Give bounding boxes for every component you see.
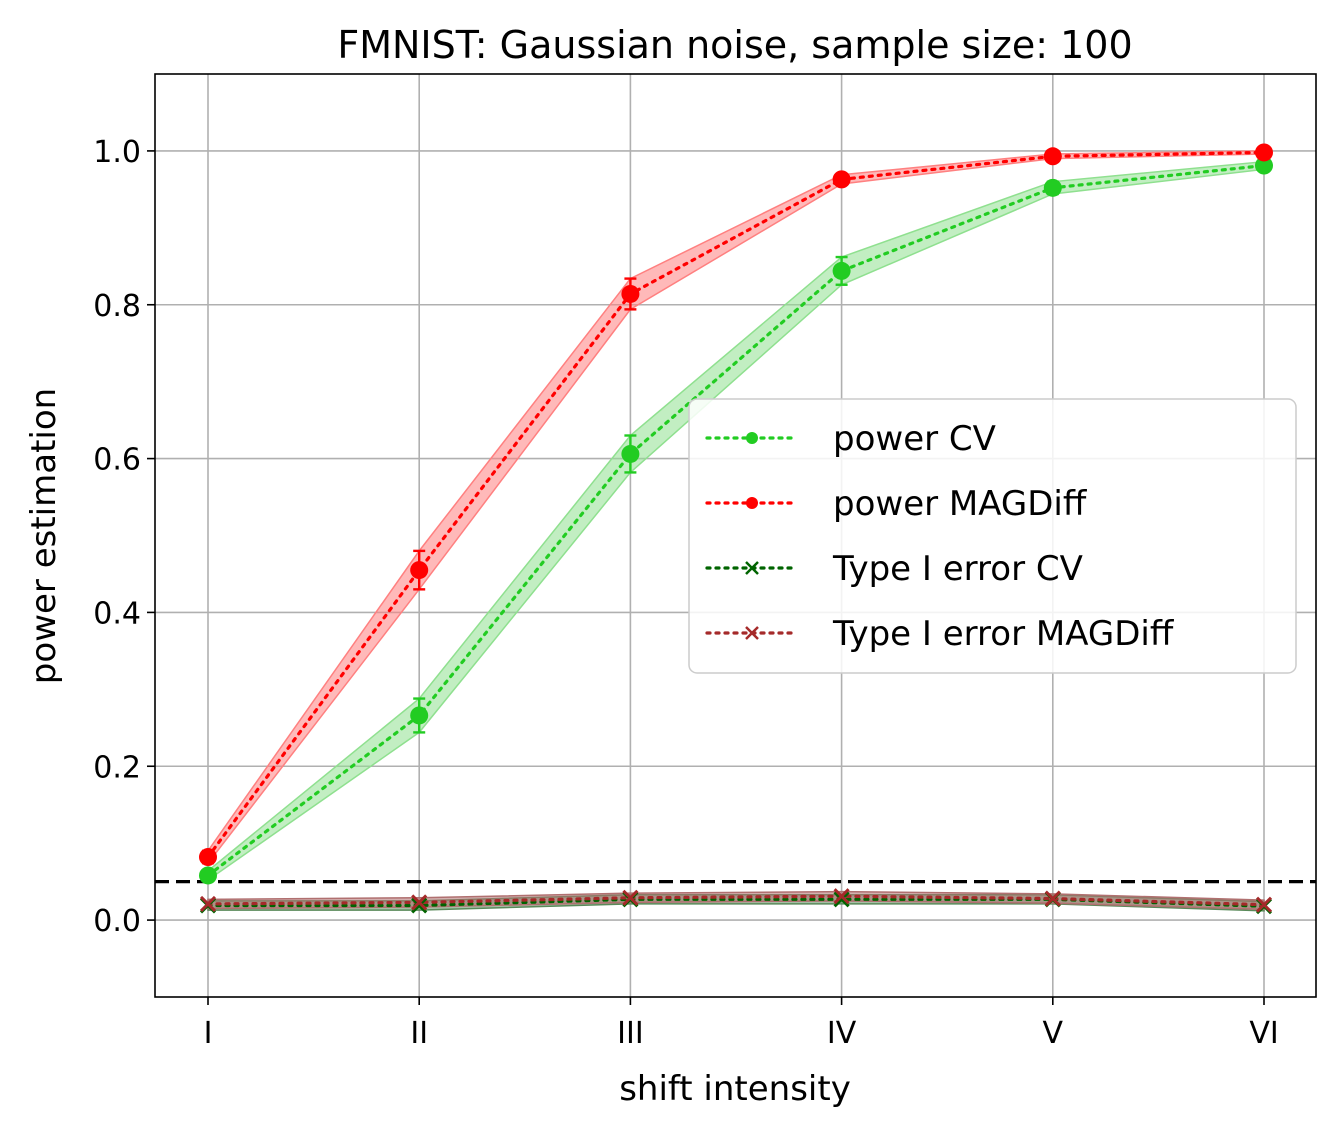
data-point bbox=[833, 888, 850, 905]
legend-swatch-marker bbox=[745, 561, 759, 575]
data-point bbox=[411, 894, 428, 911]
data-point bbox=[1043, 147, 1062, 166]
data-point bbox=[1044, 890, 1061, 907]
data-point bbox=[1043, 178, 1062, 197]
data-point-x-stroke bbox=[1255, 896, 1273, 913]
data-point bbox=[411, 897, 428, 914]
legend-item: power MAGDiff bbox=[705, 484, 1088, 524]
legend: power CV power MAGDiff Type I error CV Type… bbox=[688, 398, 1297, 674]
data-point-x-stroke bbox=[833, 891, 850, 908]
data-point bbox=[833, 891, 850, 908]
series-band bbox=[207, 890, 1265, 911]
series-line bbox=[206, 150, 1266, 859]
y-tick-label: 0.2 bbox=[93, 750, 141, 785]
legend-label: Type I error CV bbox=[832, 549, 1083, 589]
data-point bbox=[621, 444, 640, 463]
legend-box bbox=[688, 398, 1297, 674]
y-tick-label: 0.8 bbox=[93, 289, 141, 324]
legend-label: Type I error MAGDiff bbox=[832, 614, 1175, 654]
x-tick-label: II bbox=[410, 1016, 428, 1051]
legend-item: Type I error MAGDiff bbox=[705, 614, 1175, 654]
legend-item: Type I error CV bbox=[705, 549, 1083, 589]
data-point bbox=[1255, 143, 1273, 162]
y-tick-label: 0.4 bbox=[93, 596, 141, 631]
data-point-x-stroke bbox=[622, 889, 639, 906]
x-tick-label: V bbox=[1043, 1016, 1064, 1051]
x-ticks: I II III IV V VI bbox=[204, 997, 1279, 1051]
legend-label: power CV bbox=[833, 419, 996, 459]
data-point bbox=[199, 848, 217, 867]
y-tick-label: 1.0 bbox=[93, 135, 141, 170]
series-lines bbox=[206, 150, 1266, 908]
y-ticks: 0.0 0.2 0.4 0.6 0.8 1.0 bbox=[93, 135, 155, 939]
data-point-x-stroke bbox=[411, 897, 428, 914]
y-tick-label: 0.6 bbox=[93, 443, 141, 478]
data-point bbox=[199, 895, 217, 912]
series-line bbox=[206, 163, 1266, 878]
data-point bbox=[1255, 896, 1273, 913]
legend-swatch-marker bbox=[746, 497, 758, 509]
x-tick-label: VI bbox=[1249, 1016, 1278, 1051]
x-tick-label: IV bbox=[827, 1016, 857, 1051]
data-point-x-stroke bbox=[833, 888, 850, 905]
legend-item: power CV bbox=[705, 419, 996, 459]
data-point-x-stroke bbox=[411, 894, 428, 911]
x-tick-label: III bbox=[617, 1016, 644, 1051]
plot-frame bbox=[154, 73, 1317, 998]
data-point bbox=[199, 866, 217, 885]
data-point-x-stroke bbox=[199, 895, 217, 912]
x-axis-label: shift intensity bbox=[619, 1069, 851, 1109]
data-point bbox=[621, 284, 640, 303]
legend-swatch-marker bbox=[745, 626, 759, 640]
data-point bbox=[1255, 156, 1273, 175]
y-axis-label: power estimation bbox=[24, 388, 64, 684]
x-tick-label: I bbox=[204, 1016, 213, 1051]
data-point bbox=[832, 170, 851, 189]
chart-title: FMNIST: Gaussian noise, sample size: 100 bbox=[337, 23, 1132, 67]
markers bbox=[199, 143, 1273, 915]
data-point bbox=[410, 706, 429, 725]
legend-label: power MAGDiff bbox=[833, 484, 1088, 524]
data-point-x-stroke bbox=[1044, 890, 1061, 907]
data-point bbox=[622, 889, 639, 906]
legend-swatch-marker bbox=[746, 432, 758, 444]
y-tick-label: 0.0 bbox=[93, 904, 141, 939]
data-point bbox=[832, 261, 851, 280]
data-point bbox=[410, 561, 429, 580]
